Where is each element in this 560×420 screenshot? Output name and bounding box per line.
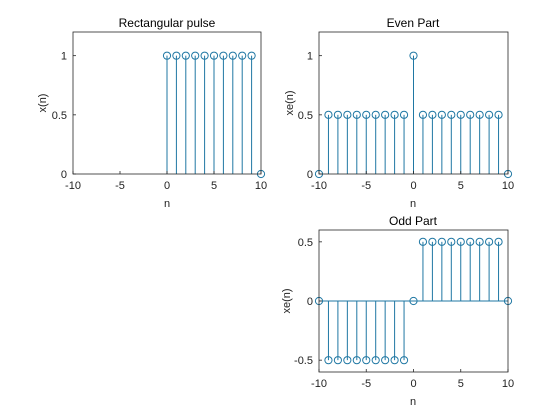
stem-marker [475, 237, 484, 246]
stem-marker [428, 110, 437, 119]
stem-marker [343, 356, 352, 365]
stem-marker [162, 51, 172, 60]
x-tick-label: -10 [311, 180, 327, 192]
y-tick-labels: -0.5 0 0.5 [294, 237, 322, 367]
x-axis-label: n [410, 396, 416, 408]
y-tick-label: -0.5 [294, 355, 313, 367]
stem-marker [399, 356, 409, 365]
stem-marker [200, 51, 209, 60]
stem-marker [390, 110, 399, 119]
y-tick-label: 0 [307, 169, 313, 181]
x-tick-label: 0 [410, 180, 416, 192]
stem-marker [485, 237, 494, 246]
y-tick-label: 1 [61, 51, 67, 63]
y-axis-label: xe(n) [281, 288, 293, 313]
stem-marker [333, 356, 342, 365]
y-tick-label: 0.5 [52, 110, 67, 122]
stem-marker [447, 237, 456, 246]
x-tick-label: 0 [410, 378, 416, 390]
x-tick-label: 5 [458, 378, 464, 390]
x-tick-label: -5 [115, 180, 125, 192]
stem-marker [447, 110, 456, 119]
subplot-odd-part: Odd Part -10 -5 0 5 10 -0.5 0 0.5 n xe(n) [281, 214, 514, 408]
stem-marker [172, 51, 181, 60]
stem-marker [362, 110, 371, 119]
stem-marker [209, 51, 219, 60]
stem-marker [409, 296, 418, 306]
x-tick-labels: -10 -5 0 5 10 [65, 171, 267, 192]
x-tick-label: 5 [211, 180, 217, 192]
stem-marker [333, 110, 342, 119]
stem-marker [371, 110, 380, 119]
x-tick-label: -10 [65, 180, 81, 192]
y-tick-label: 0 [61, 169, 67, 181]
stems [314, 51, 513, 179]
stem-marker [466, 237, 475, 246]
stem-marker [494, 110, 503, 119]
stem-marker [456, 237, 465, 246]
stems [314, 237, 513, 365]
stem-marker [418, 110, 428, 119]
x-tick-labels: -10 -5 0 5 10 [311, 171, 514, 192]
x-tick-label: 10 [255, 180, 267, 192]
stem-marker [352, 110, 361, 119]
subplot-title: Rectangular pulse [119, 16, 216, 30]
stem-marker [390, 356, 399, 365]
y-tick-label: 0.5 [298, 110, 313, 122]
stem-marker [228, 51, 237, 60]
stem-marker [418, 237, 428, 246]
y-tick-label: 0.5 [298, 237, 313, 249]
stem-marker [381, 356, 390, 365]
x-tick-label: -10 [311, 378, 327, 390]
x-tick-label: 10 [502, 180, 514, 192]
stem-marker [343, 110, 352, 119]
stem-marker [466, 110, 475, 119]
stem-marker [247, 51, 256, 60]
x-tick-label: 5 [458, 180, 464, 192]
y-tick-labels: 00.51 [52, 51, 76, 181]
stem-marker [238, 51, 247, 60]
stem-marker [352, 356, 361, 365]
stem-marker [437, 110, 446, 119]
x-tick-label: -5 [361, 180, 371, 192]
stem-marker [485, 110, 494, 119]
stem-marker [494, 237, 503, 246]
y-tick-label: 0 [307, 296, 313, 308]
stem-marker [181, 51, 190, 60]
stem-marker [324, 110, 333, 119]
stem-marker [191, 51, 200, 60]
stem-marker [428, 237, 437, 246]
x-tick-label: 0 [164, 180, 170, 192]
stems [162, 51, 266, 179]
stem-marker [371, 356, 380, 365]
subplot-rectangular-pulse: Rectangular pulse -10 -5 0 5 10 00.51 n x(n) [37, 16, 267, 210]
stem-marker [475, 110, 484, 119]
stem-marker [381, 110, 390, 119]
x-tick-label: 10 [502, 378, 514, 390]
stem-marker [437, 237, 446, 246]
subplot-title: Even Part [387, 16, 440, 30]
x-axis-label: n [164, 198, 170, 210]
y-tick-label: 1 [307, 51, 313, 63]
stem-marker [399, 110, 409, 119]
x-tick-labels: -10 -5 0 5 10 [311, 369, 514, 390]
stem-marker [324, 356, 333, 365]
stem-marker [456, 110, 465, 119]
subplot-title: Odd Part [389, 214, 438, 228]
subplot-even-part: Even Part -10 -5 0 5 10 00.51 n xe(n) [284, 16, 514, 210]
x-tick-label: -5 [361, 378, 371, 390]
y-tick-labels: 00.51 [298, 51, 322, 181]
x-axis-label: n [410, 198, 416, 210]
y-axis-label: xe(n) [284, 90, 296, 115]
stem-marker [409, 51, 418, 60]
stem-marker [219, 51, 228, 60]
y-axis-label: x(n) [37, 94, 49, 113]
stem-marker [362, 356, 371, 365]
